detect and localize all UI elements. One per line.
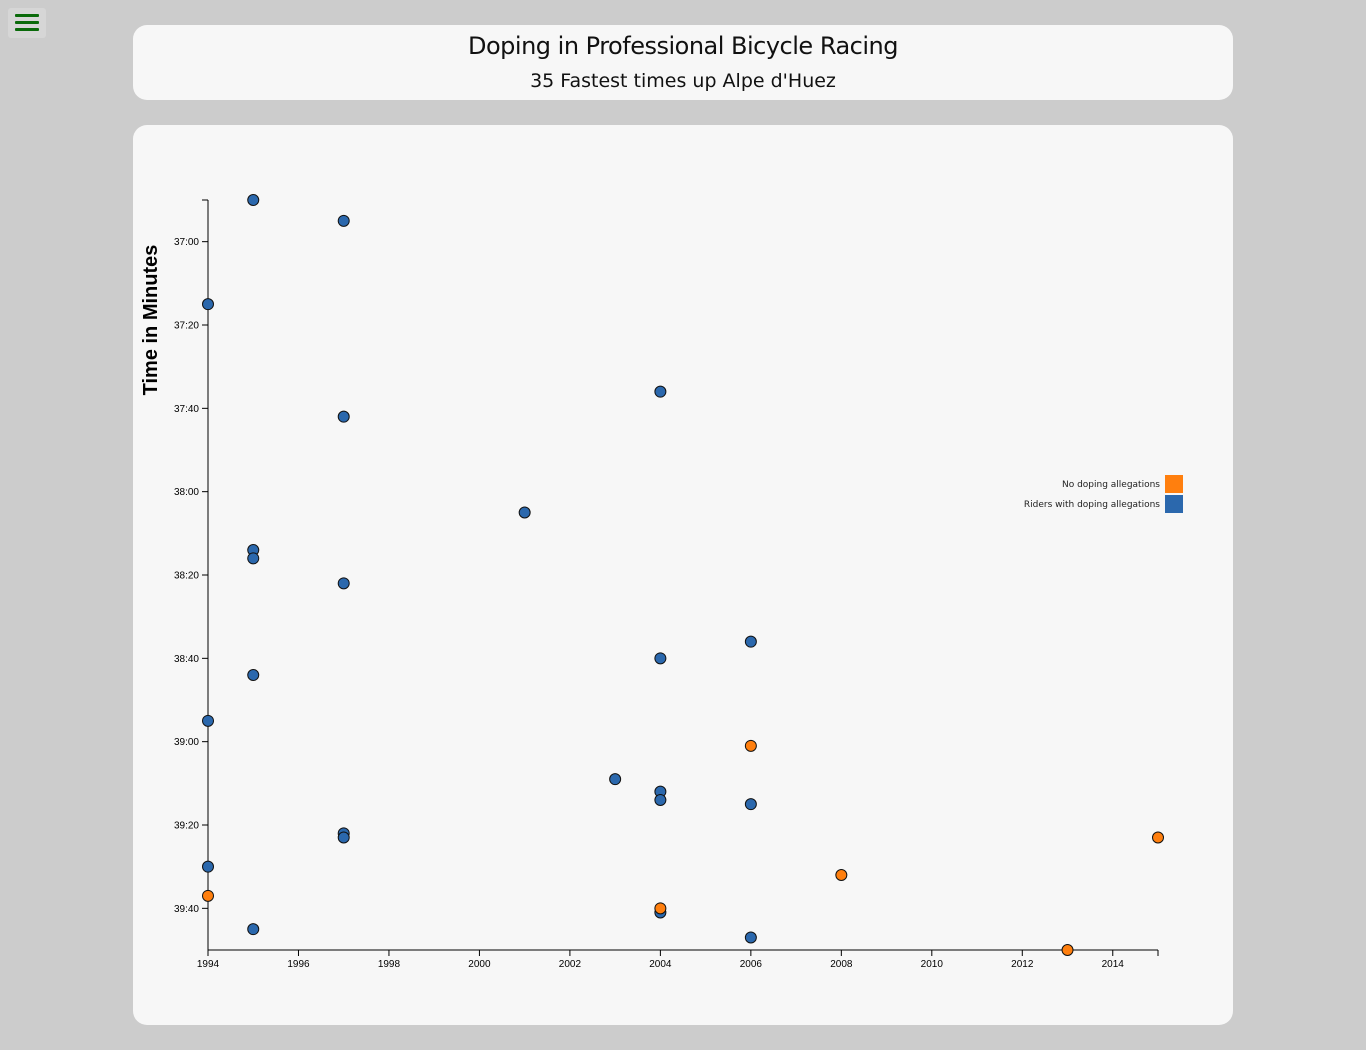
menu-button[interactable] bbox=[8, 8, 46, 38]
legend-label: Riders with doping allegations bbox=[1024, 500, 1160, 510]
y-tick-label: 37:00 bbox=[174, 237, 199, 248]
scatter-chart: 1994 1996 1998 2000 2002 2004 2006 2008 2010 2012… bbox=[140, 194, 1183, 970]
x-tick-label: 2000 bbox=[468, 959, 491, 970]
header-card: Doping in Professional Bicycle Racing 35… bbox=[133, 25, 1233, 100]
y-tick-label: 39:20 bbox=[174, 821, 199, 832]
x-tick-label: 2014 bbox=[1102, 959, 1125, 970]
data-point bbox=[518, 506, 531, 519]
data-point bbox=[744, 739, 757, 752]
data-point bbox=[835, 869, 848, 881]
data-point bbox=[247, 923, 260, 936]
y-tick-label: 37:40 bbox=[174, 404, 199, 415]
x-tick-label: 2002 bbox=[559, 959, 582, 970]
data-point bbox=[202, 298, 214, 311]
page-subtitle: 35 Fastest times up Alpe d'Huez bbox=[530, 70, 836, 92]
data-point bbox=[247, 669, 260, 681]
page-title: Doping in Professional Bicycle Racing bbox=[468, 32, 898, 60]
legend-label: No doping allegations bbox=[1062, 480, 1160, 490]
data-point bbox=[337, 577, 350, 590]
chart-card: 1994 1996 1998 2000 2002 2004 2006 2008 2010 2012… bbox=[133, 125, 1233, 1025]
data-point bbox=[744, 798, 757, 811]
x-tick-label: 1996 bbox=[287, 959, 310, 970]
x-tick-label: 2008 bbox=[830, 959, 853, 970]
x-tick-label: 2004 bbox=[649, 959, 672, 970]
data-point bbox=[654, 902, 667, 915]
y-axis-label: Time in Minutes bbox=[140, 245, 162, 396]
data-point bbox=[247, 194, 260, 206]
data-point bbox=[247, 552, 260, 565]
y-tick-label: 38:20 bbox=[174, 571, 199, 582]
data-point bbox=[337, 831, 350, 844]
data-point bbox=[1152, 831, 1164, 844]
y-tick-label: 39:40 bbox=[174, 904, 199, 915]
data-point bbox=[1061, 944, 1074, 956]
legend-swatch bbox=[1165, 475, 1183, 493]
legend-swatch bbox=[1165, 495, 1183, 513]
data-point bbox=[744, 635, 757, 648]
x-tick-label: 2012 bbox=[1011, 959, 1034, 970]
data-point bbox=[744, 931, 757, 944]
y-tick-label: 37:20 bbox=[174, 321, 199, 332]
x-tick-label: 2010 bbox=[921, 959, 944, 970]
data-point bbox=[609, 773, 622, 786]
x-tick-label: 1998 bbox=[378, 959, 401, 970]
data-point bbox=[202, 714, 214, 727]
data-point bbox=[654, 385, 667, 398]
y-tick-label: 38:00 bbox=[174, 487, 199, 498]
data-point bbox=[337, 410, 350, 423]
data-point bbox=[202, 889, 214, 902]
data-point bbox=[654, 794, 667, 806]
data-point bbox=[654, 652, 667, 665]
y-tick-label: 39:00 bbox=[174, 737, 199, 748]
y-tick-label: 38:40 bbox=[174, 654, 199, 665]
x-tick-label: 2006 bbox=[740, 959, 763, 970]
x-tick-label: 1994 bbox=[197, 959, 220, 970]
data-point bbox=[337, 214, 350, 227]
data-point bbox=[202, 860, 214, 873]
